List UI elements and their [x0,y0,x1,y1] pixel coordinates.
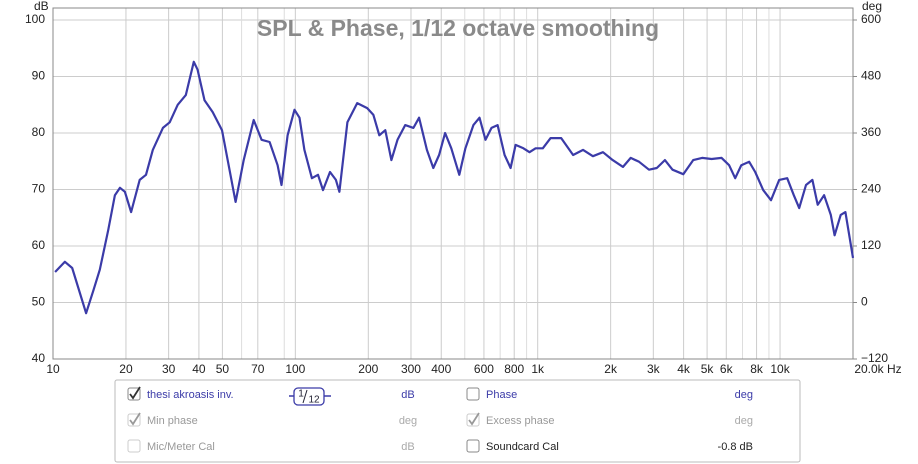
y-tick-label: 50 [32,295,46,309]
x-tick-label: 5k [701,362,715,376]
x-tick-label: 2k [604,362,618,376]
item-unit: deg [399,415,417,427]
x-tick-label: 20 [119,362,133,376]
check-mark [129,386,141,400]
checkbox[interactable] [466,387,480,401]
check-mark [129,412,141,426]
x-tick-label: 3k [647,362,661,376]
x-tick-label: 20.0k Hz [854,362,901,376]
x-tick-label: 200 [358,362,378,376]
y2-tick-label: −120 [861,351,888,365]
item-label: Min phase [147,415,198,427]
y-tick-label: 90 [32,69,46,83]
x-tick-label: 4k [677,362,691,376]
x-tick-label: 1k [531,362,545,376]
x-tick-label: 70 [251,362,265,376]
checkbox[interactable] [466,439,480,453]
y2-tick-label: 240 [861,182,881,196]
check-mark [468,412,480,426]
x-tick-label: 800 [504,362,524,376]
smoothing-numerator: 1 [298,389,304,400]
item-unit: deg [735,389,753,401]
y2-axis-unit: deg [862,0,882,13]
x-tick-label: 10 [46,362,60,376]
smoothing-slash [302,389,308,404]
y-axis-unit: dB [34,0,49,13]
item-unit: deg [735,415,753,427]
y-tick-label: 40 [32,351,46,365]
spl-trace [54,60,855,315]
y2-tick-label: 480 [861,69,881,83]
plot-frame [52,7,854,360]
x-tick-label: 400 [431,362,451,376]
x-tick-label: 30 [162,362,176,376]
y2-tick-label: 120 [861,238,881,252]
item-unit: dB [401,441,414,453]
item-label: Mic/Meter Cal [147,441,215,453]
panel-frame [114,379,801,463]
item-label: Phase [486,389,517,401]
item-label: thesi akroasis inv. [147,389,234,401]
x-tick-label: 40 [192,362,206,376]
x-tick-label: 50 [216,362,230,376]
y-tick-label: 60 [32,238,46,252]
item-label: Excess phase [486,415,554,427]
traces [54,60,855,315]
item-unit: dB [401,389,414,401]
x-tick-label: 6k [720,362,734,376]
x-tick-label: 300 [401,362,421,376]
y-tick-label: 70 [32,182,46,196]
smoothing-denominator: 12 [308,395,320,406]
y-tick-label: 80 [32,125,46,139]
legend-panel: thesi akroasis inv. dB Phase deg Min phase de… [114,379,801,463]
smoothing-badge[interactable] [293,387,325,406]
y2-tick-label: 600 [861,12,881,26]
item-label: Soundcard Cal [486,441,559,453]
checkbox [127,439,141,453]
x-tick-label: 100 [285,362,305,376]
chart-title: SPL & Phase, 1/12 octave smoothing [257,15,659,41]
x-tick-label: 600 [474,362,494,376]
x-tick-label: 10k [770,362,790,376]
item-unit: -0.8 dB [718,441,753,453]
y2-tick-label: 360 [861,125,881,139]
x-tick-label: 8k [750,362,764,376]
y2-tick-label: 0 [861,295,868,309]
y-tick-label: 100 [25,12,45,26]
